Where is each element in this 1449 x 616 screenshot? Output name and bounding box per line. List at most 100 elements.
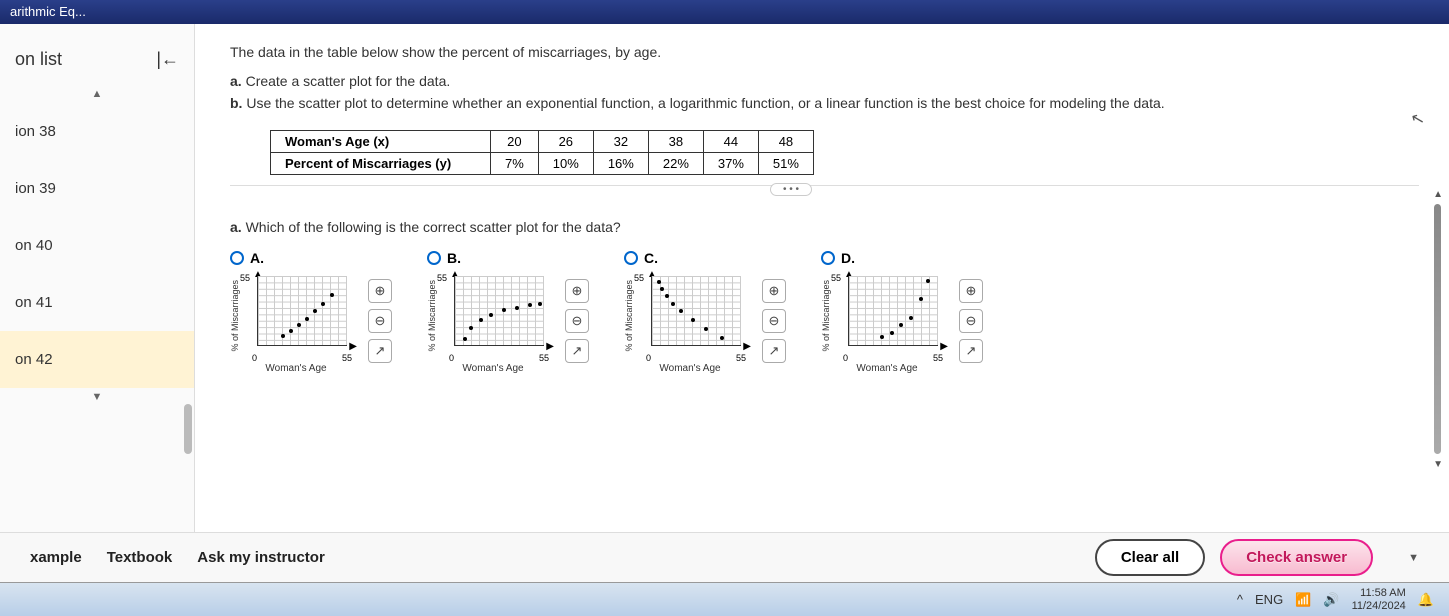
plot-grid — [257, 276, 347, 346]
sidebar-scrollbar[interactable] — [184, 404, 192, 454]
sidebar-item[interactable]: on 41 — [0, 274, 194, 331]
data-point — [660, 287, 664, 291]
chart-wrap: % of Miscarriages 55 ▲ ▶ 0 55 Woman's Ag… — [230, 271, 392, 374]
clear-all-button[interactable]: Clear all — [1095, 539, 1205, 576]
table-cell: 44 — [703, 130, 758, 152]
popout-button[interactable]: ↗ — [565, 339, 589, 363]
table-row: Percent of Miscarriages (y) 7% 10% 16% 2… — [271, 152, 814, 174]
option-letter: A. — [250, 250, 264, 266]
x-tick-max: 55 — [736, 353, 746, 363]
popout-button[interactable]: ↗ — [368, 339, 392, 363]
radio-button[interactable] — [821, 251, 835, 265]
zoom-out-button[interactable]: ⊖ — [959, 309, 983, 333]
scatter-chart: % of Miscarriages 55 ▲ ▶ 0 55 Woman's Ag… — [624, 271, 756, 374]
data-point — [671, 302, 675, 306]
expand-button[interactable]: • • • — [770, 183, 812, 196]
y-tick-max: 55 — [634, 273, 644, 283]
options-row: A. % of Miscarriages 55 ▲ ▶ 0 55 Woman's… — [230, 250, 1419, 374]
zoom-in-button[interactable]: ⊕ — [368, 279, 392, 303]
table-cell: 16% — [593, 152, 648, 174]
zoom-in-button[interactable]: ⊕ — [762, 279, 786, 303]
y-tick-max: 55 — [240, 273, 250, 283]
data-point — [880, 335, 884, 339]
problem-parts: a. Create a scatter plot for the data. b… — [230, 70, 1419, 115]
example-link[interactable]: xample — [30, 549, 82, 566]
content-scroll-down[interactable]: ▼ — [1433, 459, 1443, 470]
chart-wrap: % of Miscarriages 55 ▲ ▶ 0 55 Woman's Ag… — [624, 271, 786, 374]
main-area: on list |← ▲ ion 38ion 39on 40on 41on 42… — [0, 24, 1449, 532]
y-axis-label: % of Miscarriages — [230, 280, 240, 352]
part-a-text: Create a scatter plot for the data. — [242, 73, 451, 89]
data-point — [305, 317, 309, 321]
sound-icon[interactable]: 🔊 — [1323, 592, 1339, 608]
clock[interactable]: 11:58 AM 11/24/2024 — [1352, 587, 1406, 611]
content-panel: ↖ The data in the table below show the p… — [195, 24, 1449, 532]
wifi-icon[interactable]: 📶 — [1295, 592, 1311, 608]
ask-instructor-link[interactable]: Ask my instructor — [197, 549, 325, 566]
radio-button[interactable] — [624, 251, 638, 265]
x-arrow-icon: ▶ — [743, 341, 751, 352]
plot-area: 55 ▲ ▶ 0 55 — [242, 271, 352, 361]
check-answer-button[interactable]: Check answer — [1220, 539, 1373, 576]
zoom-out-button[interactable]: ⊖ — [368, 309, 392, 333]
y-axis-label: % of Miscarriages — [427, 280, 437, 352]
scroll-down-arrow[interactable]: ▼ — [0, 388, 194, 406]
row-label-percent: Percent of Miscarriages (y) — [271, 152, 491, 174]
textbook-link[interactable]: Textbook — [107, 549, 173, 566]
content-scrollbar[interactable] — [1434, 204, 1441, 454]
lang-indicator[interactable]: ENG — [1255, 592, 1283, 607]
sidebar-item[interactable]: ion 39 — [0, 160, 194, 217]
data-point — [919, 297, 923, 301]
chart-wrap: % of Miscarriages 55 ▲ ▶ 0 55 Woman's Ag… — [427, 271, 589, 374]
option-letter: C. — [644, 250, 658, 266]
x-arrow-icon: ▶ — [546, 341, 554, 352]
data-point — [890, 331, 894, 335]
radio-button[interactable] — [230, 251, 244, 265]
y-axis-label: % of Miscarriages — [821, 280, 831, 352]
data-point — [679, 309, 683, 313]
popout-button[interactable]: ↗ — [762, 339, 786, 363]
option-label-row: D. — [821, 250, 983, 266]
scroll-up-arrow[interactable]: ▲ — [0, 85, 194, 103]
table-cell: 32 — [593, 130, 648, 152]
popout-button[interactable]: ↗ — [959, 339, 983, 363]
table-cell: 20 — [491, 130, 539, 152]
chart-tools: ⊕ ⊖ ↗ — [368, 279, 392, 363]
data-point — [691, 318, 695, 322]
table-cell: 7% — [491, 152, 539, 174]
content-scroll-up[interactable]: ▲ — [1433, 189, 1443, 200]
y-tick-max: 55 — [831, 273, 841, 283]
table-cell: 51% — [758, 152, 813, 174]
plot-area: 55 ▲ ▶ 0 55 — [439, 271, 549, 361]
problem-intro: The data in the table below show the per… — [230, 44, 1419, 60]
radio-button[interactable] — [427, 251, 441, 265]
option-letter: B. — [447, 250, 461, 266]
data-point — [479, 318, 483, 322]
tray-chevron-icon[interactable]: ^ — [1237, 592, 1243, 607]
zoom-out-button[interactable]: ⊖ — [762, 309, 786, 333]
chart-tools: ⊕ ⊖ ↗ — [762, 279, 786, 363]
notifications-icon[interactable]: 🔔 — [1418, 592, 1434, 608]
answer-option: A. % of Miscarriages 55 ▲ ▶ 0 55 Woman's… — [230, 250, 392, 374]
bottom-scroll-down[interactable]: ▼ — [1408, 552, 1419, 564]
question-body: Which of the following is the correct sc… — [242, 219, 621, 235]
scatter-chart: % of Miscarriages 55 ▲ ▶ 0 55 Woman's Ag… — [427, 271, 559, 374]
zoom-in-button[interactable]: ⊕ — [565, 279, 589, 303]
scatter-chart: % of Miscarriages 55 ▲ ▶ 0 55 Woman's Ag… — [230, 271, 362, 374]
sidebar-item[interactable]: on 40 — [0, 217, 194, 274]
zoom-in-button[interactable]: ⊕ — [959, 279, 983, 303]
collapse-sidebar-button[interactable]: |← — [156, 49, 179, 70]
data-point — [515, 306, 519, 310]
sidebar-item[interactable]: on 42 — [0, 331, 194, 388]
question-prefix: a. — [230, 219, 242, 235]
chart-tools: ⊕ ⊖ ↗ — [959, 279, 983, 363]
sidebar-item[interactable]: ion 38 — [0, 103, 194, 160]
date-text: 11/24/2024 — [1352, 600, 1406, 612]
x-arrow-icon: ▶ — [349, 341, 357, 352]
table-cell: 26 — [538, 130, 593, 152]
x-axis-label: Woman's Age — [462, 363, 523, 374]
zoom-out-button[interactable]: ⊖ — [565, 309, 589, 333]
data-point — [704, 327, 708, 331]
data-point — [720, 336, 724, 340]
action-buttons: Clear all Check answer — [1095, 539, 1373, 576]
